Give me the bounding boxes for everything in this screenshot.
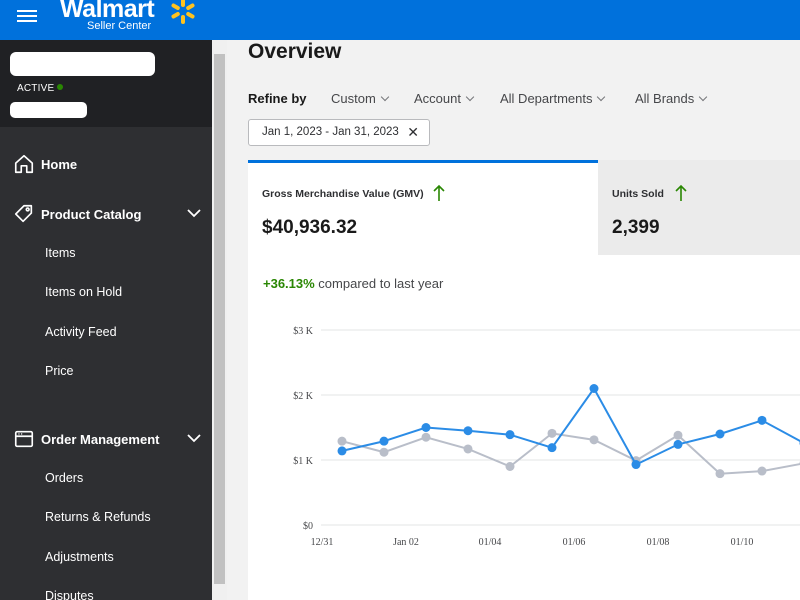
- status-dot-icon: [57, 84, 64, 90]
- sidebar-subitem-activity-feed[interactable]: Activity Feed: [45, 325, 117, 339]
- metric-label: Gross Merchandise Value (GMV): [262, 188, 424, 200]
- chevron-down-icon: [597, 92, 606, 102]
- sidebar-scrollbar[interactable]: [212, 40, 227, 600]
- sidebar-item-order-management[interactable]: Order Management: [0, 423, 212, 455]
- x-tick-label: 01/04: [479, 537, 502, 548]
- account-status: ACTIVE: [17, 83, 64, 94]
- y-tick-label: $0: [303, 521, 313, 532]
- sidebar-subitem-items-on-hold[interactable]: Items on Hold: [45, 285, 123, 299]
- data-point: [337, 446, 347, 456]
- data-point: [547, 443, 557, 453]
- menu-icon[interactable]: [17, 7, 37, 27]
- x-tick-label: Jan 02: [393, 537, 419, 548]
- sidebar-subitem-orders[interactable]: Orders: [45, 471, 84, 485]
- date-range-chip[interactable]: Jan 1, 2023 - Jan 31, 2023 ✕: [248, 119, 430, 146]
- sidebar-subitem-items[interactable]: Items: [45, 246, 76, 260]
- chevron-down-icon[interactable]: [186, 433, 202, 443]
- x-tick-label: 12/31: [311, 537, 334, 548]
- sidebar-subitem-disputes[interactable]: Disputes: [45, 589, 94, 600]
- page-title: Overview: [248, 40, 342, 63]
- home-icon: [14, 154, 34, 174]
- x-tick-label: 01/06: [563, 537, 586, 548]
- scrollbar-thumb[interactable]: [214, 54, 225, 584]
- series-line: [341, 386, 800, 466]
- data-point: [757, 415, 767, 425]
- arrow-up-icon: [433, 184, 445, 201]
- data-point: [463, 444, 473, 454]
- data-point: [673, 430, 683, 440]
- tab-gmv[interactable]: Gross Merchandise Value (GMV) $40,936.32: [248, 160, 598, 255]
- gmv-line-chart: $0 $1 K $2 K $3 K 12/31 Jan 02 01/04 01/06 01/08…: [293, 326, 800, 548]
- data-point: [505, 462, 515, 471]
- chevron-down-icon[interactable]: [186, 208, 202, 218]
- y-tick-label: $1 K: [293, 456, 314, 467]
- data-point: [337, 436, 347, 446]
- data-point: [547, 428, 557, 438]
- tag-icon: [14, 204, 33, 223]
- spark-icon: [171, 0, 195, 24]
- data-point: [421, 432, 431, 442]
- filter-account[interactable]: Account: [414, 91, 475, 106]
- brand-name: Walmart: [60, 0, 155, 23]
- metric-value: 2,399: [612, 217, 660, 238]
- data-point: [379, 447, 389, 457]
- x-tick-label: 01/08: [647, 537, 670, 548]
- data-point: [589, 435, 599, 445]
- metric-value: $40,936.32: [262, 217, 358, 238]
- sidebar-item-product-catalog[interactable]: Product Catalog: [0, 198, 212, 230]
- comparison-text: +36.13% compared to last year: [263, 276, 443, 291]
- filter-departments[interactable]: All Departments: [500, 91, 606, 106]
- arrow-up-icon: [675, 184, 687, 201]
- filter-label: All Brands: [635, 91, 695, 106]
- filter-custom[interactable]: Custom: [331, 91, 390, 106]
- walmart-logo[interactable]: Walmart Seller Center: [60, 0, 195, 32]
- sidebar-item-label: Order Management: [41, 431, 160, 447]
- sidebar-item-label: Home: [41, 156, 78, 172]
- chevron-down-icon: [380, 92, 390, 102]
- y-tick-label: $2 K: [293, 391, 314, 402]
- data-point: [631, 460, 641, 470]
- data-point: [715, 469, 725, 479]
- refine-by-label: Refine by: [248, 91, 307, 106]
- date-range-label: Jan 1, 2023 - Jan 31, 2023: [262, 126, 399, 138]
- chevron-down-icon: [699, 92, 708, 102]
- x-tick-label: 01/10: [731, 537, 754, 548]
- account-status-label: ACTIVE: [17, 83, 55, 94]
- top-bar: Walmart Seller Center: [0, 0, 800, 40]
- comparison-percent: +36.13%: [263, 276, 315, 291]
- orders-icon: [14, 430, 34, 448]
- data-point: [379, 436, 389, 446]
- data-point: [673, 439, 683, 449]
- filter-label: All Departments: [500, 91, 593, 106]
- tab-units-sold[interactable]: Units Sold 2,399: [598, 160, 800, 255]
- account-block: ACTIVE: [0, 40, 212, 127]
- close-icon[interactable]: ✕: [407, 124, 419, 140]
- brand-subtitle: Seller Center: [87, 20, 152, 32]
- metrics-card: Gross Merchandise Value (GMV) $40,936.32…: [248, 160, 800, 600]
- series-line: [341, 432, 800, 475]
- data-point: [463, 426, 473, 436]
- filter-label: Custom: [331, 91, 376, 106]
- sidebar-item-label: Product Catalog: [41, 206, 142, 222]
- filter-label: Account: [414, 91, 461, 106]
- data-point: [421, 423, 431, 432]
- sidebar-item-home[interactable]: Home: [0, 148, 212, 180]
- data-point: [715, 429, 725, 439]
- data-point: [757, 466, 767, 476]
- sidebar: ACTIVE Home Product Catalog Items Items …: [0, 40, 212, 600]
- account-name-redacted[interactable]: [10, 52, 155, 76]
- data-point: [505, 430, 515, 440]
- filter-brands[interactable]: All Brands: [635, 91, 708, 106]
- data-point: [589, 384, 599, 393]
- y-tick-label: $3 K: [293, 326, 314, 337]
- main-content: Overview Refine by Custom Account All De…: [227, 40, 800, 600]
- metric-label: Units Sold: [612, 188, 664, 200]
- comparison-suffix: compared to last year: [314, 276, 444, 291]
- sidebar-subitem-adjustments[interactable]: Adjustments: [45, 550, 114, 564]
- chevron-down-icon: [465, 92, 475, 102]
- sidebar-subitem-price[interactable]: Price: [45, 364, 74, 378]
- sidebar-subitem-returns-refunds[interactable]: Returns & Refunds: [45, 510, 151, 524]
- account-id-redacted: [10, 102, 87, 118]
